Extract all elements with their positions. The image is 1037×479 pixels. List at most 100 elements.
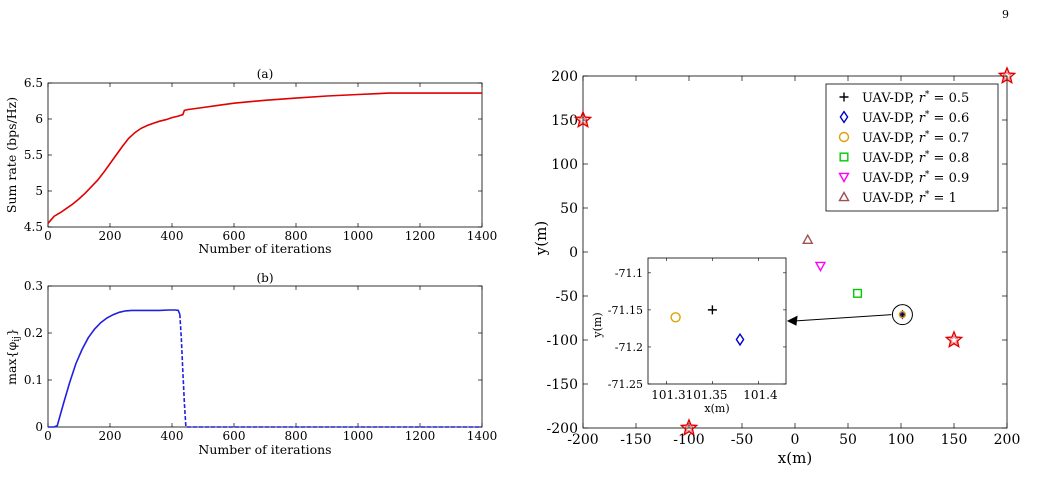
- legend-label-sup: *: [925, 170, 930, 180]
- chart-b-ytick-label: 0.3: [24, 279, 43, 293]
- legend-marker: [838, 172, 850, 183]
- legend-label-value: = 0.8: [929, 151, 969, 166]
- legend-label: UAV-DP, r* = 0.7: [862, 130, 969, 146]
- legend-label: UAV-DP, r* = 0.5: [862, 90, 969, 106]
- scatter-ytick-label: -50: [555, 289, 578, 305]
- legend-label-sup: *: [925, 150, 930, 160]
- inset-ytick-label: -71.25: [608, 378, 643, 391]
- chart-a-xtick-label: 400: [161, 229, 184, 243]
- legend-label-var: r: [919, 111, 926, 126]
- scatter-xtick-label: 50: [839, 432, 857, 448]
- legend-label-sup: *: [925, 130, 930, 140]
- chart-a-xtick-label: 1200: [405, 229, 436, 243]
- chart-b-ylabel-main: max{φ: [4, 342, 19, 385]
- scatter-xtick-label: 200: [994, 432, 1021, 448]
- scatter-xlabel: x(m): [778, 449, 812, 467]
- chart-a-ytick-label: 6.5: [24, 76, 43, 90]
- chart-b-xtick-label: 800: [285, 429, 308, 443]
- legend-label-text: UAV-DP,: [862, 111, 919, 126]
- chart-b-xtick-label: 1000: [343, 429, 374, 443]
- scatter-xtick-label: 100: [888, 432, 915, 448]
- legend-label-text: UAV-DP,: [862, 131, 919, 146]
- inset-point-marker: [735, 332, 745, 347]
- scatter-ytick-label: -150: [547, 377, 578, 393]
- inset-ytick-label: -71.2: [615, 341, 643, 354]
- scatter-xtick-label: -100: [673, 432, 704, 448]
- scatter-xtick-label: 150: [941, 432, 968, 448]
- chart-a-xtick-label: 600: [223, 229, 246, 243]
- uav-point-marker: [853, 288, 863, 298]
- chart-a-title: (a): [257, 67, 274, 81]
- chart-b-ytick-label: 0.2: [24, 326, 43, 340]
- chart-b-ylabel-sub: ij: [12, 336, 22, 342]
- legend-label-value: = 0.5: [929, 91, 969, 106]
- legend-label: UAV-DP, r* = 0.8: [862, 150, 969, 166]
- chart-a-ylabel: Sum rate (bps/Hz): [4, 97, 19, 213]
- uav-point-marker: [814, 261, 827, 273]
- scatter-ytick-label: 50: [560, 201, 578, 217]
- scatter-ytick-label: 0: [569, 245, 578, 261]
- chart-b-xtick-label: 400: [161, 429, 184, 443]
- chart-a-ytick-label: 6: [35, 112, 43, 126]
- chart-b-xtick-label: 0: [44, 429, 52, 443]
- chart-b-xtick-label: 1400: [467, 429, 498, 443]
- legend-label-var: r: [919, 171, 926, 186]
- chart-b-ylabel: max{φij}: [4, 328, 22, 385]
- user-star-marker: [997, 66, 1017, 84]
- chart-b-axes: [47, 285, 483, 428]
- scatter-ytick-label: 200: [551, 69, 578, 85]
- inset-xtick-label: 101.3101.35: [651, 388, 727, 402]
- legend-label-value: = 0.7: [929, 131, 969, 146]
- legend-label: UAV-DP, r* = 1: [862, 190, 957, 206]
- legend-label-var: r: [919, 131, 926, 146]
- chart-a-ytick-label: 5: [35, 184, 43, 198]
- chart-b-xlabel: Number of iterations: [198, 442, 331, 457]
- chart-a-xlabel: Number of iterations: [198, 241, 331, 256]
- user-star-marker: [679, 418, 699, 436]
- legend-label-text: UAV-DP,: [862, 191, 919, 206]
- user-star-marker: [573, 110, 593, 128]
- legend-marker: [839, 110, 849, 124]
- scatter-xtick-label: -200: [567, 432, 598, 448]
- legend-box: [825, 83, 999, 212]
- inset-ylabel: y(m): [591, 312, 604, 338]
- legend-label-var: r: [919, 91, 926, 106]
- page-number: 9: [1002, 8, 1009, 21]
- chart-a-series-line: [47, 92, 482, 224]
- scatter-ytick-label: 100: [551, 157, 578, 173]
- user-star-marker-inner: [1002, 71, 1012, 81]
- inset-xtick-label: 101.4: [743, 388, 778, 402]
- chart-a-xtick-label: 200: [99, 229, 122, 243]
- user-star-marker-inner: [578, 115, 588, 125]
- scatter-ylabel: y(m): [532, 221, 550, 256]
- legend-label-sup: *: [925, 190, 930, 200]
- chart-b-series-line: [48, 309, 181, 428]
- user-star-marker-inner: [949, 335, 959, 345]
- legend-label-text: UAV-DP,: [862, 91, 919, 106]
- chart-a-xtick-label: 0: [44, 229, 52, 243]
- chart-b-xtick-label: 600: [223, 429, 246, 443]
- legend-marker: [838, 131, 850, 143]
- legend-label: UAV-DP, r* = 0.6: [862, 110, 969, 126]
- chart-b-xtick-label: 1200: [405, 429, 436, 443]
- legend-label: UAV-DP, r* = 0.9: [862, 170, 969, 186]
- legend-label-sup: *: [925, 90, 930, 100]
- chart-b-ylabel-end: }: [4, 328, 19, 336]
- chart-b-ytick-label: 0.1: [24, 373, 43, 387]
- chart-a-ytick-label: 4.5: [24, 220, 43, 234]
- zoom-arrow-head: [786, 315, 798, 326]
- chart-b-ytick-label: 0: [35, 420, 43, 434]
- scatter-xtick-label: -150: [620, 432, 651, 448]
- uav-point-marker: [802, 233, 814, 244]
- chart-b-xtick-label: 200: [99, 429, 122, 443]
- zoom-circle: [891, 304, 913, 326]
- chart-a-axes: [47, 82, 483, 228]
- inset-point-marker: [670, 312, 681, 323]
- zoom-arrow-line: [793, 314, 892, 322]
- chart-a-xtick-label: 800: [285, 229, 308, 243]
- legend-label-var: r: [919, 151, 926, 166]
- inset-axes: [647, 257, 787, 385]
- chart-a-ytick-label: 5.5: [24, 148, 43, 162]
- legend-label-text: UAV-DP,: [862, 151, 919, 166]
- scatter-ytick-label: -200: [547, 421, 578, 437]
